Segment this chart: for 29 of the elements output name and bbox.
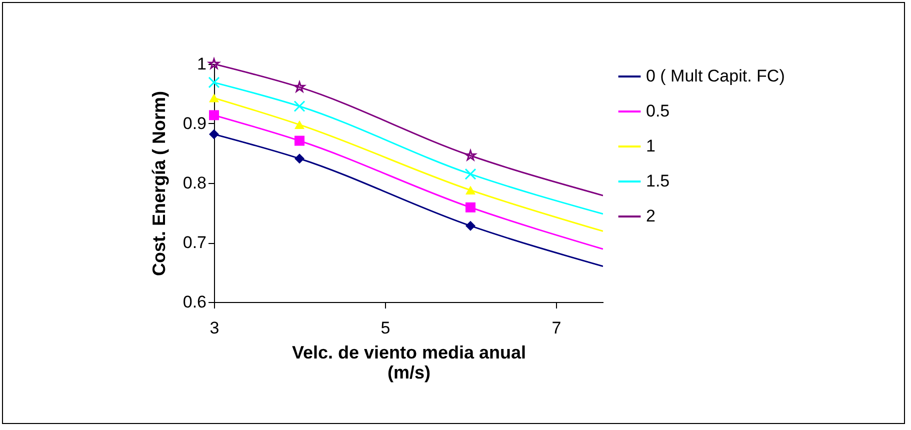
y-tick-label: 1 [197,54,206,74]
point [464,168,476,180]
legend-label: 0 ( Mult Capit. FC) [646,66,785,86]
legend-label: 1.5 [646,172,670,190]
point [209,94,219,102]
y-tick-label: 0.6 [182,292,206,312]
x-tick-label: 3 [210,318,220,338]
point [294,120,304,130]
point [465,186,476,194]
point [208,76,220,88]
point [294,100,306,112]
point [464,150,476,160]
y-tick-label: 0.7 [182,233,206,252]
legend-label: 0.5 [646,102,670,120]
y-axis-title: Cost. Energía ( Norm) [148,90,169,276]
point [294,154,304,164]
x-axis-title: Velc. de viento media anual (m/s) [292,342,526,382]
x-tick-label: 7 [552,318,562,338]
point [209,110,219,120]
y-tick-label: 0.9 [182,114,206,133]
x-tick-label: 5 [380,318,390,338]
y-tick-label: 0.8 [182,174,206,192]
point [209,129,219,140]
point [465,220,476,231]
legend-label: 2 [646,206,656,226]
point [294,81,305,92]
legend-label: 1 [646,136,656,156]
point [294,136,304,146]
point [465,202,476,212]
